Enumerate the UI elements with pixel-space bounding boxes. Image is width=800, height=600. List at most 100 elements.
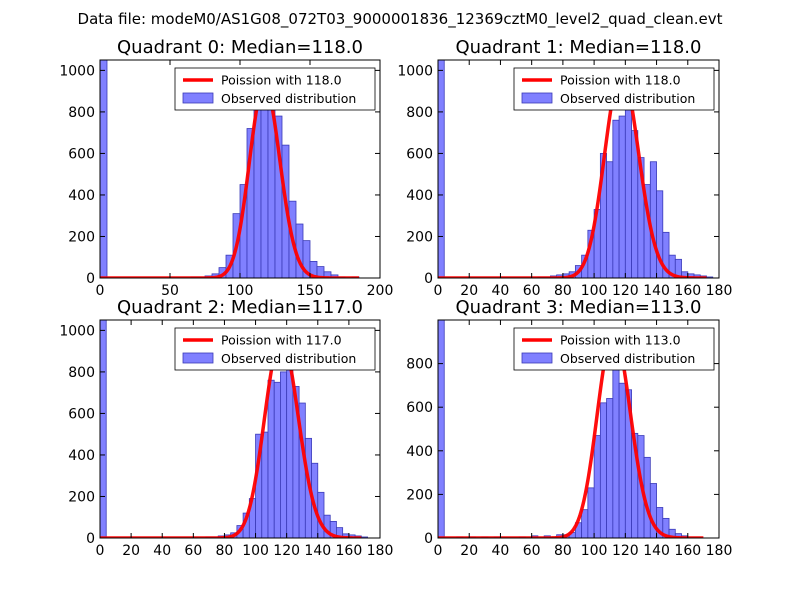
y-tick-label: 800 <box>68 105 95 121</box>
y-tick-label: 200 <box>68 489 95 505</box>
y-tick-label: 400 <box>406 188 433 204</box>
panel-title: Quadrant 3: Median=113.0 <box>456 297 702 318</box>
histogram-bar <box>593 435 601 538</box>
x-tick-label: 140 <box>304 543 331 559</box>
histogram-bars <box>438 60 714 278</box>
plot-area <box>100 60 361 278</box>
poisson-curve <box>438 70 708 278</box>
x-tick-label: 100 <box>581 543 608 559</box>
legend-patch-swatch <box>182 352 214 364</box>
x-tick-label: 120 <box>612 543 639 559</box>
x-tick-label: 60 <box>523 283 541 299</box>
y-tick-label: 1000 <box>59 63 95 79</box>
x-tick-label: 200 <box>367 283 394 299</box>
x-tick-label: 140 <box>643 283 670 299</box>
x-tick-label: 20 <box>122 543 140 559</box>
x-tick-label: 80 <box>554 283 572 299</box>
x-tick-label: 20 <box>460 543 478 559</box>
y-tick-label: 1000 <box>397 63 433 79</box>
legend-patch-swatch <box>182 92 214 104</box>
histogram-bar <box>618 115 626 278</box>
histogram-bar <box>606 398 614 538</box>
y-tick-label: 1000 <box>59 323 95 339</box>
histogram-bar <box>302 240 311 278</box>
x-tick-label: 180 <box>706 543 733 559</box>
histogram-bar <box>612 119 620 278</box>
legend-label-poisson: Poission with 118.0 <box>560 73 681 88</box>
histogram-bar <box>100 60 108 278</box>
y-tick-label: 600 <box>68 406 95 422</box>
legend-label-poisson: Poission with 118.0 <box>221 73 342 88</box>
histogram-bar <box>606 161 614 278</box>
histogram-bar <box>618 382 626 538</box>
axes-frame <box>437 59 720 279</box>
y-tick-label: 800 <box>68 365 95 381</box>
histogram-bar <box>438 60 445 278</box>
y-tick-label: 400 <box>406 444 433 460</box>
x-tick-label: 0 <box>96 283 105 299</box>
histogram-bar <box>662 517 670 538</box>
x-tick-label: 120 <box>612 283 639 299</box>
histogram-bar <box>599 402 607 538</box>
chart-panel-quadrant-1: Quadrant 1: Median=118.00 20 40 60 80 100 120 1… <box>397 37 732 299</box>
x-tick-label: 100 <box>227 283 254 299</box>
histogram-bar <box>280 371 288 538</box>
axes-frame <box>99 319 381 539</box>
poisson-curve <box>438 331 705 538</box>
panel-title: Quadrant 1: Median=118.0 <box>456 37 702 58</box>
panel-title: Quadrant 0: Median=118.0 <box>117 37 363 58</box>
x-tick-label: 40 <box>153 543 171 559</box>
chart-panel-quadrant-0: Quadrant 0: Median=118.0 0 50 100 150 200 0 200… <box>59 37 393 299</box>
x-tick-label: 60 <box>184 543 202 559</box>
legend-patch-swatch <box>521 352 553 364</box>
panel-title: Quadrant 2: Median=117.0 <box>117 297 363 318</box>
legend-label-observed: Observed distribution <box>560 351 695 366</box>
histogram-bar <box>587 487 595 538</box>
x-tick-label: 80 <box>216 543 234 559</box>
legend: Poission with 118.0 Observed distribution <box>174 67 376 111</box>
y-tick-label: 200 <box>406 229 433 245</box>
histogram-bar <box>253 107 262 278</box>
histogram-bar <box>267 379 275 538</box>
x-tick-label: 60 <box>523 543 541 559</box>
x-tick-label: 40 <box>492 543 510 559</box>
histogram-bar <box>273 381 281 538</box>
legend: Poission with 113.0 Observed distribution <box>513 327 715 371</box>
x-tick-label: 0 <box>434 543 443 559</box>
x-tick-label: 120 <box>273 543 300 559</box>
y-tick-label: 200 <box>406 487 433 503</box>
x-tick-label: 160 <box>674 543 701 559</box>
y-tick-label: 600 <box>68 146 95 162</box>
y-tick-label: 400 <box>68 448 95 464</box>
x-tick-label: 100 <box>581 283 608 299</box>
axes-frame <box>437 319 720 539</box>
x-tick-label: 100 <box>242 543 269 559</box>
legend-label-observed: Observed distribution <box>560 91 695 106</box>
x-tick-label: 80 <box>554 543 572 559</box>
legend: Poission with 117.0 Observed distribution <box>174 327 376 371</box>
y-tick-label: 0 <box>424 271 433 287</box>
x-tick-label: 160 <box>336 543 363 559</box>
y-tick-label: 0 <box>86 271 95 287</box>
legend-label-poisson: Poission with 117.0 <box>221 333 342 348</box>
x-tick-label: 0 <box>434 283 443 299</box>
x-tick-label: 40 <box>492 283 510 299</box>
chart-panel-quadrant-2: Quadrant 2: Median=117.00 20 40 60 80 100 120 1… <box>59 297 393 559</box>
y-tick-label: 800 <box>406 357 433 373</box>
y-tick-label: 600 <box>406 400 433 416</box>
histogram-bar <box>581 509 589 538</box>
legend-patch-swatch <box>521 92 553 104</box>
histogram-bar <box>706 276 714 278</box>
chart-panel-quadrant-3: Quadrant 3: Median=113.0 0 20 40 60 80 100 120 1… <box>406 297 732 559</box>
x-tick-label: 160 <box>674 283 701 299</box>
x-tick-label: 50 <box>161 283 179 299</box>
histogram-bar <box>100 320 107 538</box>
y-tick-label: 400 <box>68 188 95 204</box>
y-tick-label: 0 <box>86 531 95 547</box>
x-tick-label: 180 <box>706 283 733 299</box>
poisson-curve <box>100 82 361 278</box>
x-tick-label: 0 <box>96 543 105 559</box>
legend-label-observed: Observed distribution <box>221 351 356 366</box>
plot-area <box>438 60 714 278</box>
